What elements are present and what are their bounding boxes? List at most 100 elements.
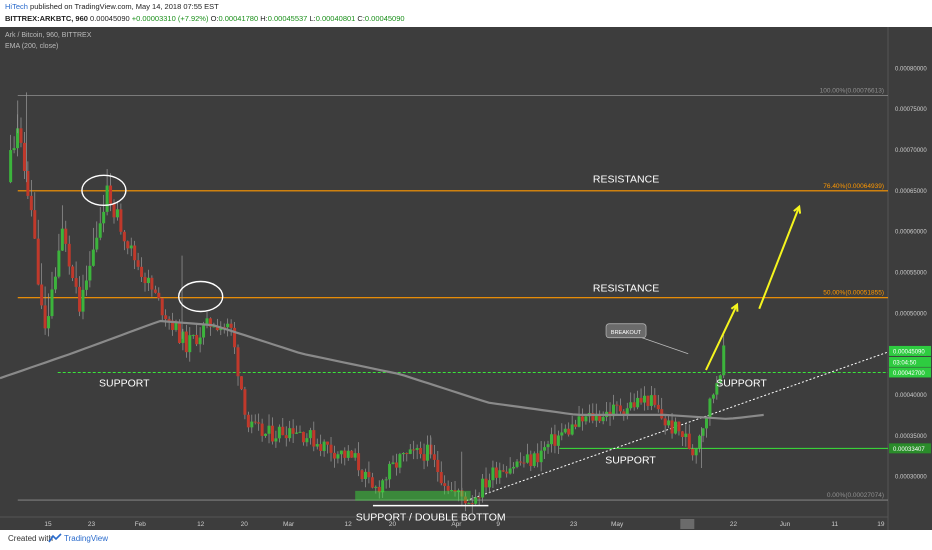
time-tick-label: 9 bbox=[496, 521, 500, 528]
candle-up bbox=[515, 461, 519, 467]
close-value: 0.00045090 bbox=[364, 14, 405, 23]
candle-up bbox=[277, 426, 281, 439]
fib-level-label: 50.00%(0.00051855) bbox=[823, 290, 884, 297]
price-chart[interactable]: Ark / Bitcoin, 960, BITTREX EMA (200, cl… bbox=[0, 27, 932, 530]
candle-down bbox=[26, 170, 30, 196]
candle-up bbox=[601, 416, 605, 422]
candle-up bbox=[188, 335, 192, 353]
candle-down bbox=[78, 286, 82, 312]
projection-arrow-head bbox=[730, 302, 739, 312]
candle-down bbox=[291, 428, 295, 434]
support-label-right: SUPPORT bbox=[716, 377, 767, 389]
time-tick-label: 15 bbox=[44, 521, 52, 528]
candle-down bbox=[236, 347, 240, 377]
candle-up bbox=[512, 466, 516, 469]
candle-up bbox=[91, 249, 95, 266]
time-tick-label: 20 bbox=[389, 521, 397, 528]
ema-layer bbox=[0, 319, 764, 420]
time-axis[interactable]: 1523Feb1220Mar1220Apr923May1422Jun1119 bbox=[44, 519, 885, 529]
candle-up bbox=[667, 420, 671, 426]
candle-up bbox=[298, 431, 302, 433]
candle-up bbox=[673, 421, 677, 434]
price-tick-label: 0.00060000 bbox=[895, 230, 927, 236]
chart-area[interactable]: Ark / Bitcoin, 960, BITTREX EMA (200, cl… bbox=[0, 27, 932, 530]
price-tick-label: 0.00035000 bbox=[895, 434, 927, 440]
candle-down bbox=[133, 245, 137, 261]
candle-up bbox=[467, 503, 471, 505]
candle-up bbox=[718, 375, 722, 384]
candle-down bbox=[222, 326, 226, 328]
high-value: 0.00045537 bbox=[267, 14, 308, 23]
candle-down bbox=[646, 395, 650, 406]
candle-down bbox=[494, 467, 498, 478]
candle-up bbox=[47, 316, 51, 329]
candle-down bbox=[332, 452, 336, 459]
candle-down bbox=[518, 461, 522, 463]
candle-up bbox=[115, 209, 119, 218]
price-tick-label: 0.00055000 bbox=[895, 271, 927, 277]
candle-up bbox=[353, 453, 357, 458]
candle-down bbox=[443, 483, 447, 486]
candle-up bbox=[398, 454, 402, 468]
candle-down bbox=[656, 404, 660, 410]
candle-down bbox=[215, 326, 219, 331]
candle-down bbox=[436, 459, 440, 473]
candle-up bbox=[498, 470, 502, 478]
candle-down bbox=[522, 462, 526, 464]
candle-up bbox=[267, 425, 271, 434]
candle-down bbox=[419, 448, 423, 455]
author-link[interactable]: HiTech bbox=[5, 2, 28, 11]
candle-down bbox=[153, 289, 157, 293]
tradingview-logo-icon bbox=[48, 533, 62, 543]
candle-up bbox=[102, 211, 106, 224]
candle-down bbox=[439, 472, 443, 484]
candle-up bbox=[539, 450, 543, 463]
candle-up bbox=[401, 453, 405, 455]
price-badge bbox=[889, 367, 931, 378]
level-layer bbox=[57, 351, 889, 502]
candle-up bbox=[264, 433, 268, 436]
price-axis[interactable]: 0.00080000 0.00075000 0.00070000 0.00065000… bbox=[889, 66, 931, 481]
candle-down bbox=[422, 454, 426, 461]
time-tick-label: Mar bbox=[283, 521, 295, 528]
candle-down bbox=[177, 321, 181, 343]
double-bottom-band bbox=[355, 490, 471, 501]
candle-down bbox=[463, 496, 467, 504]
time-tick-label: 12 bbox=[197, 521, 205, 528]
candle-down bbox=[553, 434, 557, 446]
time-tick-label: Apr bbox=[451, 521, 462, 528]
candle-down bbox=[687, 433, 691, 449]
candle-down bbox=[126, 241, 130, 249]
tradingview-brand[interactable]: TradingView bbox=[64, 534, 109, 543]
candle-up bbox=[546, 444, 550, 448]
candle-up bbox=[704, 418, 708, 429]
candle-down bbox=[167, 319, 171, 321]
candle-up bbox=[474, 497, 478, 504]
candle-up bbox=[129, 245, 133, 249]
low-value: 0.00040801 bbox=[315, 14, 356, 23]
candle-up bbox=[105, 185, 109, 212]
rising-trendline bbox=[466, 351, 889, 502]
candle-up bbox=[629, 402, 633, 409]
candle-down bbox=[591, 412, 595, 421]
candle-up bbox=[288, 428, 292, 439]
ohlc-line: BITTREX:ARKBTC, 960 0.00045090 +0.000033… bbox=[5, 14, 405, 23]
candle-down bbox=[109, 185, 113, 204]
candle-up bbox=[525, 454, 529, 463]
fib-level-label: 76.40%(0.00064939) bbox=[823, 183, 884, 190]
projection-arrow-shaft bbox=[705, 304, 738, 371]
time-tick-label: 19 bbox=[877, 521, 885, 528]
candle-up bbox=[722, 345, 726, 376]
candle-down bbox=[639, 397, 643, 403]
candle-up bbox=[50, 289, 54, 317]
price-tick-label: 0.00065000 bbox=[895, 189, 927, 195]
candle-up bbox=[212, 326, 216, 328]
candle-up bbox=[708, 398, 712, 419]
candle-up bbox=[12, 148, 16, 151]
candle-down bbox=[119, 209, 123, 232]
highlight-ellipse bbox=[81, 174, 127, 207]
candle-down bbox=[574, 424, 578, 427]
candle-down bbox=[536, 453, 540, 463]
price-tick-label: 0.00030000 bbox=[895, 475, 927, 481]
price-badge bbox=[889, 443, 931, 454]
